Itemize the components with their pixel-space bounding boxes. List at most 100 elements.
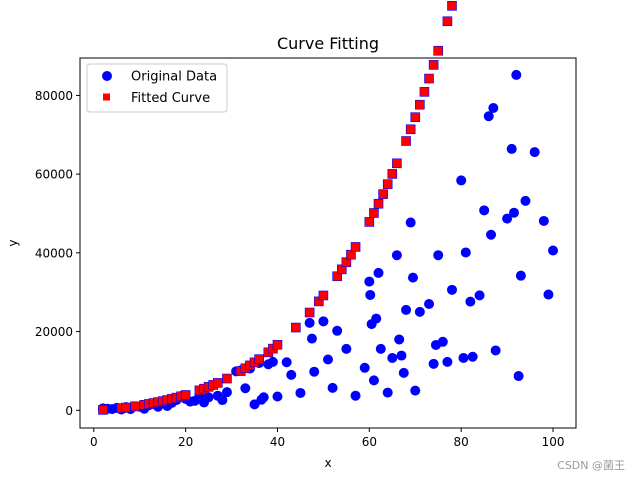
plot-area (97, 1, 559, 415)
data-point-original (447, 284, 457, 295)
data-point-original (359, 362, 370, 373)
y-axis-label: y (6, 239, 20, 246)
data-point-original (511, 69, 522, 80)
data-point-original (538, 215, 549, 226)
legend-label-fitted-curve: Fitted Curve (131, 91, 210, 106)
legend: Original Data Fitted Curve (86, 63, 228, 113)
data-point-fitted (410, 112, 421, 122)
data-point-original (272, 391, 283, 402)
data-point-original (458, 352, 469, 363)
x-tick-label: 60 (362, 435, 377, 449)
data-point-fitted (212, 378, 223, 388)
data-point-fitted (447, 1, 457, 11)
data-point-original (396, 350, 407, 361)
chart-title: Curve Fitting (277, 34, 379, 53)
data-point-original (520, 195, 531, 206)
data-point-original (341, 343, 352, 354)
data-point-original (414, 306, 425, 317)
data-point-original (401, 304, 412, 315)
axes-frame (79, 57, 577, 429)
data-point-fitted (405, 124, 416, 135)
data-point-original (502, 213, 513, 224)
data-point-original (217, 395, 228, 406)
data-point-original (221, 387, 232, 398)
data-point-fitted (121, 402, 131, 413)
data-point-original (460, 247, 471, 258)
data-point-original (364, 276, 375, 287)
data-point-original (373, 267, 384, 278)
data-point-original (515, 270, 526, 281)
y-tick-label: 60000 (35, 168, 73, 182)
data-point-original (548, 245, 559, 256)
data-point-fitted (98, 405, 108, 415)
data-point-original (203, 392, 214, 403)
data-point-original (240, 383, 251, 394)
data-point-original (332, 325, 343, 336)
data-point-fitted (382, 179, 393, 189)
data-point-fitted (387, 169, 398, 179)
data-point-fitted (424, 73, 434, 84)
data-point-original (371, 313, 382, 324)
data-point-original (437, 336, 448, 347)
data-point-original (387, 352, 398, 363)
legend-box (86, 63, 228, 113)
data-point-fitted (318, 290, 329, 301)
y-tick-label: 0 (65, 404, 73, 418)
data-point-original (465, 296, 476, 307)
data-point-fitted (291, 322, 301, 333)
data-point-fitted (415, 99, 425, 110)
data-point-fitted (369, 208, 379, 218)
y-tick-label: 40000 (35, 246, 73, 260)
data-point-original (295, 387, 306, 398)
data-point-original (428, 358, 439, 369)
data-point-fitted (350, 242, 361, 252)
data-point-original (304, 317, 315, 328)
data-point-original (486, 229, 497, 240)
data-point-fitted (373, 198, 384, 209)
data-point-fitted (428, 60, 439, 70)
data-point-original (488, 102, 499, 113)
data-point-original (424, 299, 435, 310)
data-point-original (410, 385, 421, 396)
data-point-fitted (392, 158, 402, 169)
data-point-original (442, 356, 453, 367)
y-axis: 0 20000 40000 60000 80000 (35, 89, 80, 418)
x-tick-label: 0 (90, 435, 98, 449)
data-point-original (286, 369, 297, 380)
y-tick-label: 80000 (35, 89, 73, 103)
data-point-original (467, 351, 478, 362)
data-point-original (327, 382, 338, 393)
data-point-original (456, 175, 467, 186)
data-point-fitted (130, 401, 140, 412)
x-axis: 0 20 40 60 80 100 (90, 428, 564, 449)
data-point-fitted (254, 354, 264, 364)
data-point-original (382, 387, 393, 398)
data-point-original (490, 345, 501, 356)
watermark: CSDN @菌王 (557, 459, 625, 472)
data-point-original (318, 316, 329, 327)
data-point-original (391, 250, 402, 261)
data-point-original (433, 250, 444, 261)
legend-marker-fitted-curve (103, 93, 110, 101)
data-point-original (350, 390, 361, 401)
data-point-original (479, 205, 490, 216)
data-point-original (506, 143, 517, 154)
legend-label-original-data: Original Data (131, 70, 217, 85)
data-point-original (513, 371, 524, 382)
data-point-fitted (272, 339, 283, 350)
data-point-original (309, 366, 320, 377)
data-point-original (543, 289, 554, 300)
data-point-fitted (442, 16, 453, 27)
data-point-original (368, 375, 379, 386)
data-point-original (529, 147, 540, 158)
x-tick-label: 40 (270, 435, 285, 449)
data-point-original (258, 392, 269, 403)
data-point-original (398, 367, 409, 378)
data-point-fitted (401, 136, 411, 146)
data-point-original (267, 356, 278, 367)
data-point-fitted (222, 373, 232, 384)
x-tick-label: 80 (454, 435, 469, 449)
data-point-original (375, 343, 386, 354)
x-tick-label: 20 (178, 435, 193, 449)
